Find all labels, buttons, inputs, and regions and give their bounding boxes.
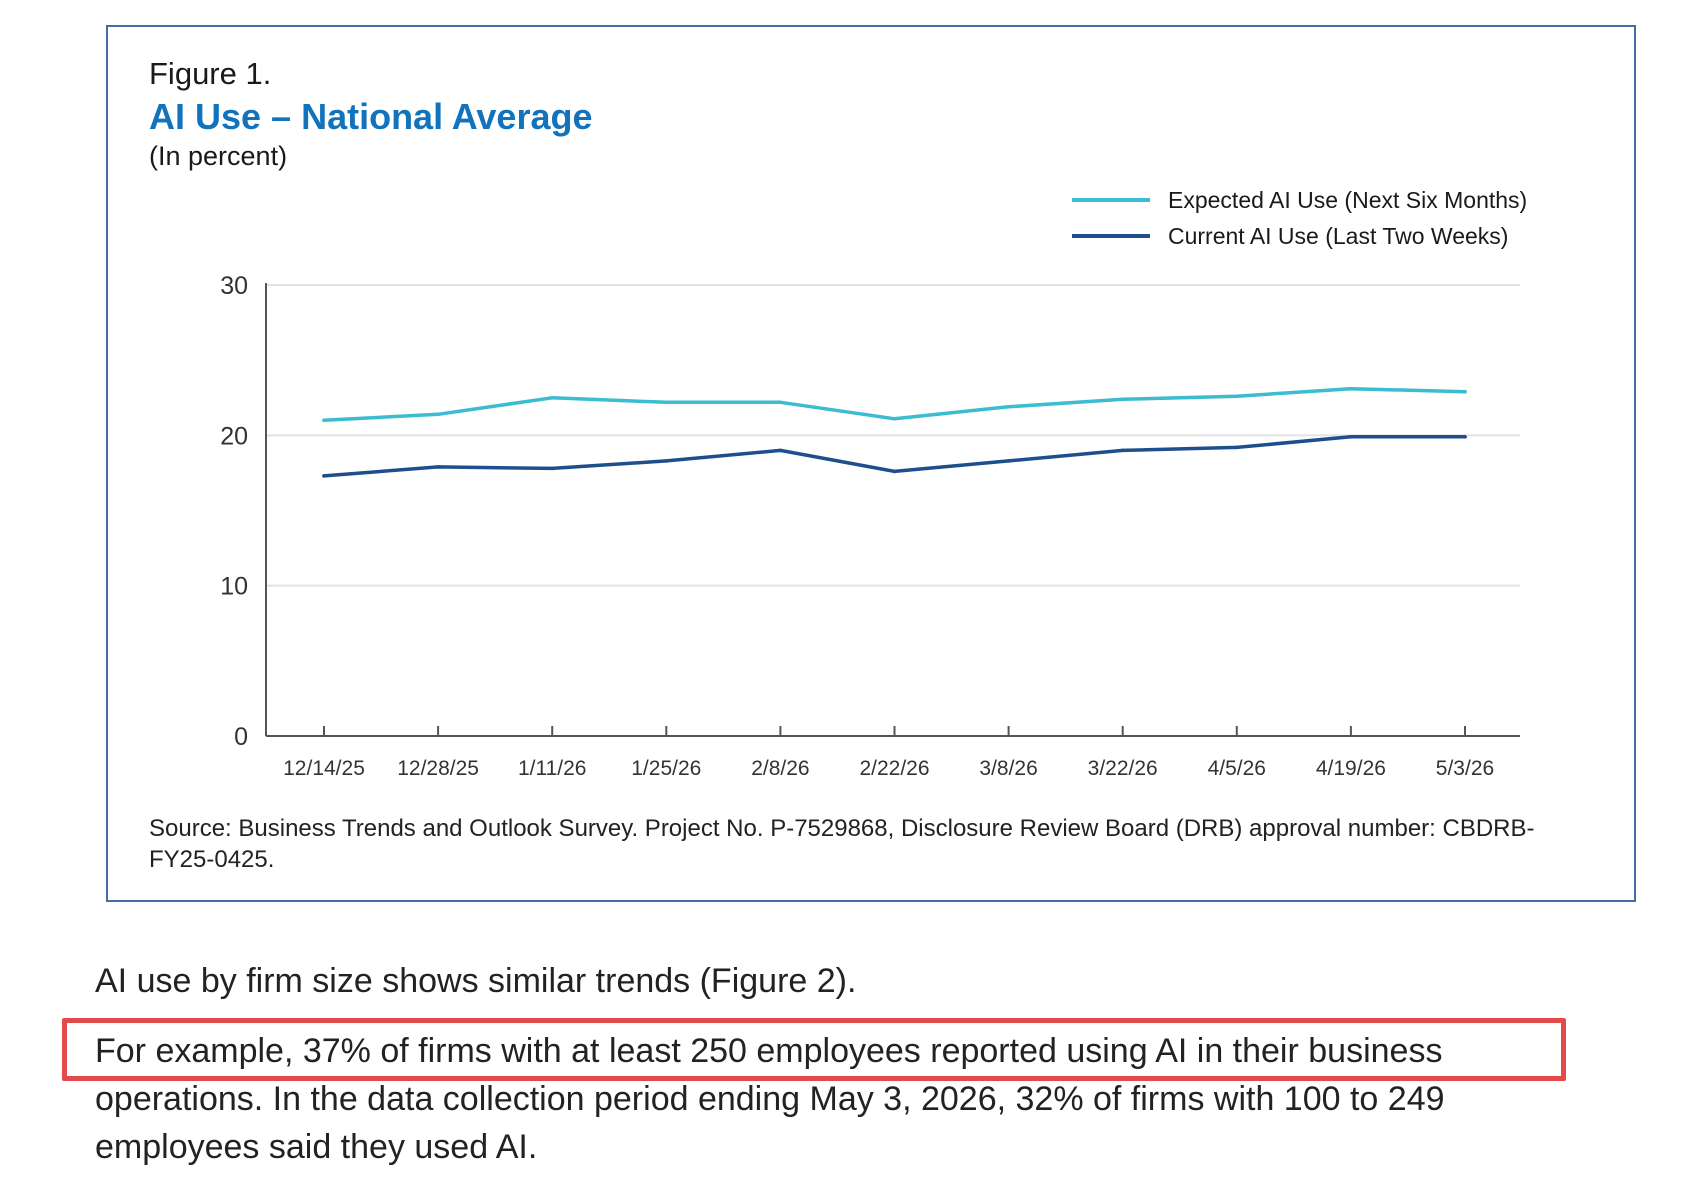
series-0-point-9 <box>1349 386 1353 391</box>
figure-frame <box>106 25 1636 902</box>
legend-label-expected: Expected AI Use (Next Six Months) <box>1168 186 1528 213</box>
series-1-point-7 <box>1120 448 1125 453</box>
x-tick-label-7: 3/22/26 <box>1088 757 1158 780</box>
chart-legend: Expected AI Use (Next Six Months) Curren… <box>1072 182 1527 254</box>
legend-swatch-expected <box>1072 198 1150 202</box>
x-tick-label-0: 12/14/25 <box>283 757 365 780</box>
series-0-point-8 <box>1235 394 1239 399</box>
series-1-point-0 <box>322 474 326 478</box>
x-tick-label-9: 4/19/26 <box>1316 757 1386 780</box>
series-0-point-7 <box>1120 397 1125 402</box>
series-1-point-3 <box>664 459 669 463</box>
series-1-point-1 <box>436 465 440 469</box>
y-tick-label-10: 10 <box>220 573 248 601</box>
line-chart: 0 10 20 30 12/14/25 12/28/25 1/11/26 1/25/26 2/8… <box>220 272 1520 780</box>
body-paragraph-1: AI use by firm size shows similar trends… <box>95 962 857 1000</box>
figure-label: Figure 1. <box>149 56 272 91</box>
legend-label-current: Current AI Use (Last Two Weeks) <box>1168 222 1509 249</box>
body-paragraph-2: For example, 37% of firms with at least … <box>95 1032 1445 1166</box>
series-1-point-8 <box>1235 445 1239 450</box>
series-0-point-10 <box>1463 389 1467 394</box>
y-tick-label-20: 20 <box>220 422 248 450</box>
series-line-0 <box>322 386 1467 423</box>
x-tick-label-8: 4/5/26 <box>1208 757 1266 780</box>
chart-subtitle: (In percent) <box>149 141 288 171</box>
series-0-point-3 <box>664 400 669 405</box>
y-tick-label-0: 0 <box>234 723 248 751</box>
series-0-point-1 <box>436 412 440 417</box>
series-1-point-10 <box>1463 435 1467 439</box>
x-tick-label-5: 2/22/26 <box>859 757 929 780</box>
x-tick-label-4: 2/8/26 <box>751 757 809 780</box>
source-note: Source: Business Trends and Outlook Surv… <box>149 815 1535 873</box>
x-tick-label-1: 12/28/25 <box>397 757 479 780</box>
x-tick-label-3: 1/25/26 <box>631 757 701 780</box>
x-tick-label-10: 5/3/26 <box>1436 757 1494 780</box>
x-tick-label-6: 3/8/26 <box>979 757 1037 780</box>
series-1-point-9 <box>1349 435 1353 439</box>
series-0-point-2 <box>550 395 554 400</box>
legend-swatch-current <box>1072 234 1150 238</box>
chart-title: AI Use – National Average <box>149 96 593 137</box>
y-tick-label-30: 30 <box>220 272 248 300</box>
legend-item-current: Current AI Use (Last Two Weeks) <box>1072 218 1527 254</box>
series-1-point-2 <box>550 466 554 471</box>
series-0-point-5 <box>892 416 897 421</box>
series-1-point-5 <box>892 469 897 474</box>
legend-item-expected: Expected AI Use (Next Six Months) <box>1072 182 1527 218</box>
series-0-point-6 <box>1006 404 1011 409</box>
series-1-point-6 <box>1006 459 1011 463</box>
highlight-box <box>62 1018 1566 1081</box>
series-0-point-4 <box>778 400 783 405</box>
x-tick-label-2: 1/11/26 <box>518 757 587 780</box>
series-0-point-0 <box>322 418 326 423</box>
series-1-point-4 <box>778 448 783 453</box>
